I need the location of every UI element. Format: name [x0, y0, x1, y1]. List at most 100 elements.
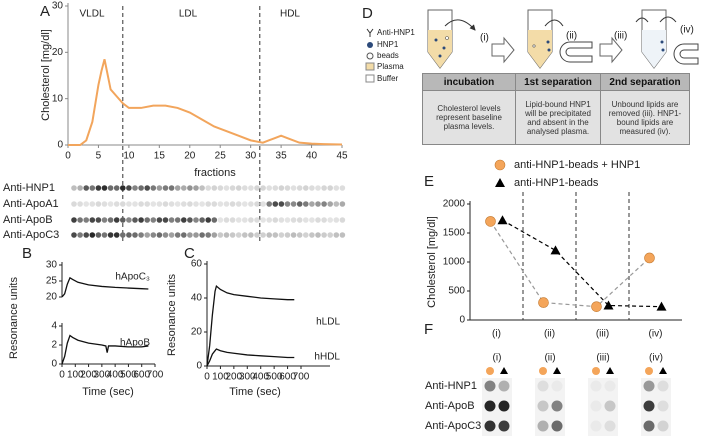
region-label: VLDL [79, 9, 104, 20]
step-label: (i) [480, 33, 489, 44]
blot-dot [120, 201, 126, 207]
blot-dot [333, 217, 340, 223]
table-cell: Cholesterol levels represent baseline pl… [422, 90, 516, 145]
x-tick-label: 200 [80, 370, 97, 381]
blot-dot [211, 185, 218, 191]
blot-dot [77, 232, 83, 238]
y-axis-label: Resonance units [166, 274, 178, 356]
blot-column-label: (i) [493, 353, 502, 364]
blot-dot [223, 217, 230, 223]
blot-dot [217, 217, 224, 223]
blot-dot [101, 201, 108, 207]
blot-dot [138, 201, 144, 207]
series-line [61, 276, 149, 298]
blot-dot [278, 217, 285, 223]
y-tick-label: 20 [191, 327, 203, 338]
blot-dot [229, 185, 236, 191]
blot-dot [254, 232, 260, 238]
table-header: incubation [422, 73, 516, 91]
blot-dot [113, 201, 120, 207]
legend-label: Plasma [377, 62, 404, 71]
blot-dot [223, 232, 230, 238]
blot-dot [229, 217, 236, 223]
blot-dot [242, 217, 248, 223]
marker [485, 216, 496, 227]
x-tick-label: 700 [293, 372, 310, 383]
blot-column-label: (ii) [544, 353, 555, 364]
blot-dot [229, 232, 236, 238]
blot-dot [260, 185, 266, 191]
legend-label: Buffer [377, 74, 399, 83]
blot-dot [272, 185, 279, 191]
blot-row-label: Anti-ApoB [425, 400, 475, 412]
y-tick-label: 40 [191, 293, 203, 304]
blot-dot [156, 232, 163, 238]
blot-dot [309, 217, 315, 223]
y-tick-label: 1000 [443, 257, 466, 268]
blot-dot [144, 217, 150, 223]
blot-dot [174, 185, 181, 191]
y-tick-label: 500 [448, 286, 465, 297]
blot-dot [604, 420, 616, 432]
blot-dot [199, 232, 205, 238]
blot-dot [266, 232, 273, 238]
table-cell: Unbound lipids are removed (iii). HNP1-b… [600, 90, 690, 145]
blot-dot [296, 201, 303, 207]
blot-dot [89, 232, 96, 238]
block-arrow [491, 36, 515, 64]
panel-letter: F [424, 321, 433, 338]
y-tick-label: 2000 [443, 199, 466, 210]
blot-dot [303, 201, 309, 207]
step-label: (iv) [680, 25, 694, 36]
blot-dot [89, 217, 96, 223]
blot-dot [120, 232, 126, 238]
blot-dot [484, 380, 496, 392]
blot-dot [315, 185, 321, 191]
y-tick-label: 30 [52, 1, 64, 12]
blot-dot [498, 380, 510, 392]
blot-dot [248, 201, 254, 207]
blot-dot [144, 232, 150, 238]
series-line [502, 219, 662, 308]
blot-dot [229, 201, 236, 207]
blot-dot [193, 185, 199, 191]
blot-dot [290, 217, 297, 223]
blot-dot [278, 232, 285, 238]
blot-dot [643, 380, 655, 392]
blot-dot [181, 217, 187, 223]
blot-dot [303, 232, 309, 238]
blot-dot [193, 232, 199, 238]
blot-dot [272, 232, 279, 238]
blot-dot [604, 400, 616, 412]
column-symbol [539, 367, 547, 375]
blot-dot [266, 201, 273, 207]
blot-dot [162, 185, 169, 191]
column-symbol [553, 367, 561, 374]
marker [497, 215, 508, 225]
blot-dot [272, 217, 279, 223]
y-tick-label: 0 [196, 361, 202, 372]
legend-label: anti-HNP1-beads [514, 177, 599, 189]
blot-dot [272, 201, 279, 207]
y-tick-label: 25 [46, 276, 58, 287]
blot-dot [168, 185, 175, 191]
blot-dot [187, 232, 193, 238]
blot-dot [321, 185, 327, 191]
blot-dot [537, 420, 549, 432]
blot-dot [315, 217, 321, 223]
blot-dot [590, 400, 602, 412]
plasma-icon [365, 62, 375, 71]
blot-dot [107, 185, 114, 191]
blot-dot [83, 201, 89, 207]
blot-dot [339, 185, 346, 191]
y-axis-label: Resonance units [8, 277, 20, 359]
blot-dot [339, 217, 346, 223]
blot-dot [248, 217, 254, 223]
blot-dot [199, 185, 205, 191]
panel-letter: C [184, 245, 195, 262]
blot-dot [248, 232, 254, 238]
blot-dot [162, 232, 169, 238]
blot-dot [333, 185, 340, 191]
blot-dot [290, 232, 297, 238]
